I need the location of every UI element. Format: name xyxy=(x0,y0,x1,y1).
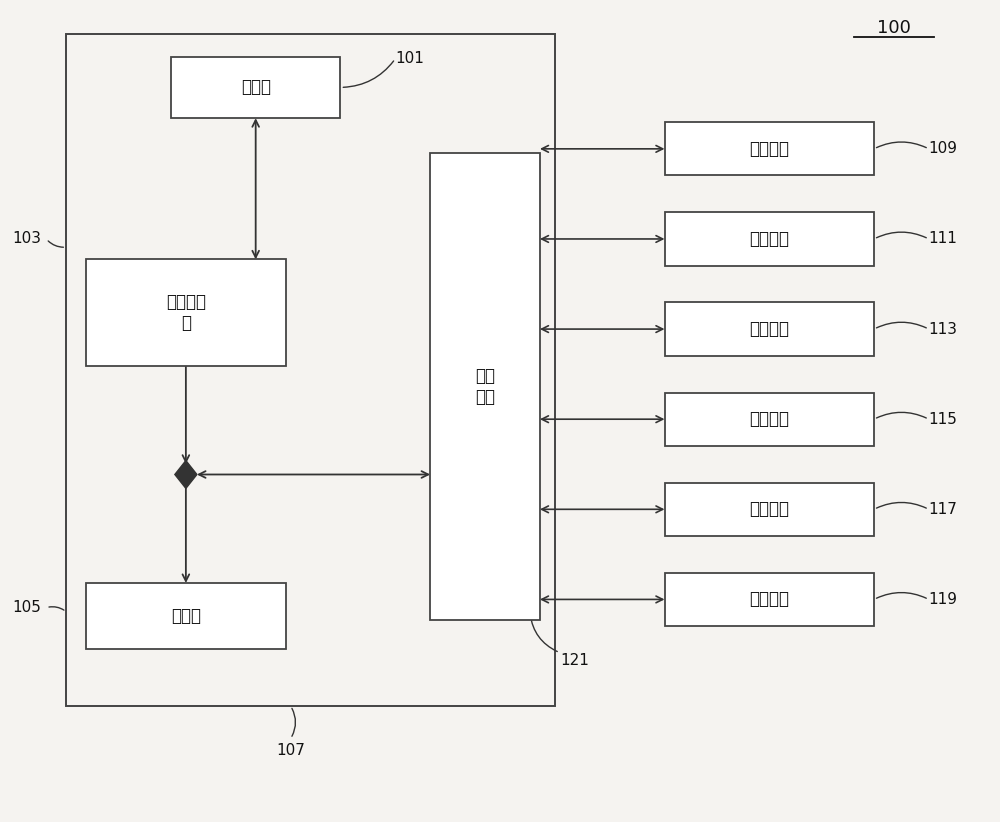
Bar xyxy=(665,122,874,175)
Bar xyxy=(430,153,540,620)
Text: 107: 107 xyxy=(276,743,305,758)
Bar xyxy=(665,302,874,356)
Text: 105: 105 xyxy=(12,600,41,615)
Bar xyxy=(171,57,340,118)
Text: 109: 109 xyxy=(929,141,958,156)
Text: 存储控制
器: 存储控制 器 xyxy=(166,293,206,332)
Text: 摄像模块: 摄像模块 xyxy=(749,320,789,338)
Text: 115: 115 xyxy=(929,412,958,427)
Text: 111: 111 xyxy=(929,232,958,247)
Polygon shape xyxy=(175,460,197,488)
Bar xyxy=(66,35,555,706)
Bar xyxy=(665,212,874,266)
Text: 101: 101 xyxy=(395,51,424,67)
Text: 触控屏幕: 触控屏幕 xyxy=(749,501,789,519)
Text: 射频模块: 射频模块 xyxy=(749,140,789,158)
Text: 处理器: 处理器 xyxy=(171,607,201,625)
Text: 存储器: 存储器 xyxy=(241,78,271,96)
Text: 121: 121 xyxy=(560,653,589,668)
Bar xyxy=(86,260,286,366)
Bar xyxy=(665,573,874,626)
Text: 113: 113 xyxy=(929,321,958,336)
Text: 定位模块: 定位模块 xyxy=(749,230,789,248)
Bar xyxy=(665,483,874,536)
Text: 100: 100 xyxy=(877,20,911,38)
Text: 103: 103 xyxy=(12,232,41,247)
Bar xyxy=(86,583,286,649)
Text: 117: 117 xyxy=(929,501,958,517)
Text: 外设
接口: 外设 接口 xyxy=(475,367,495,406)
Text: 音频模块: 音频模块 xyxy=(749,410,789,428)
Text: 按键模块: 按键模块 xyxy=(749,590,789,608)
Text: 119: 119 xyxy=(929,592,958,607)
Bar xyxy=(665,393,874,446)
